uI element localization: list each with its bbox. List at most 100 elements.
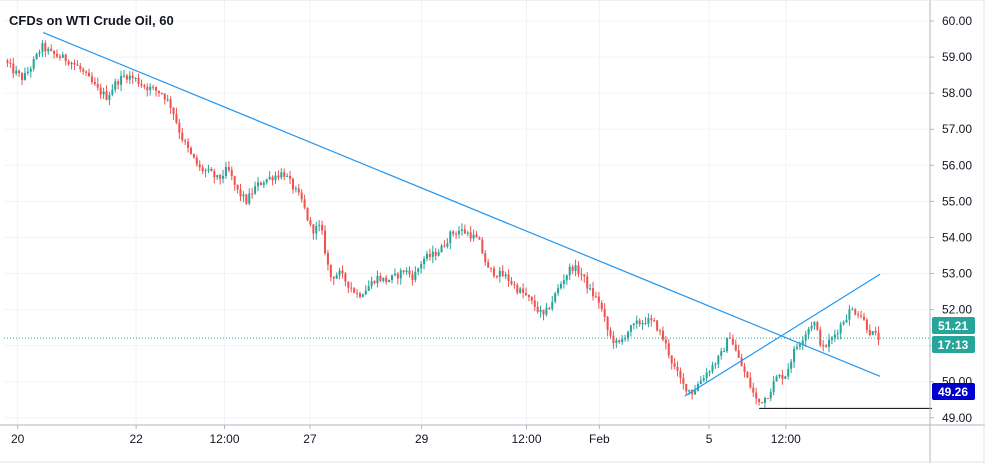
candle-body [717,355,720,365]
candle-body [256,182,260,187]
x-tick-label: Feb [589,432,610,446]
candle-body [559,283,563,289]
candle-body [169,99,172,108]
candle-body [644,322,647,324]
candle-body [160,92,163,94]
candle-body [804,334,807,341]
candle-body [291,178,294,190]
candle-body [96,84,99,88]
candle-body [431,251,434,257]
candle-body [626,331,630,339]
candle-body [376,275,379,284]
candle-body [143,85,146,88]
candle-body [615,340,618,343]
candle-body [356,292,359,294]
candle-body [286,176,289,178]
candle-body [539,309,542,312]
candle-body [61,54,64,58]
candle-body [332,277,335,279]
candle-body [294,188,297,190]
x-tick-label: 29 [415,432,429,446]
candle-body [6,60,9,63]
candle-body [793,348,796,362]
candle-body [350,287,353,289]
candle-body [29,68,32,72]
candle-body [533,300,536,307]
candle-body [676,366,679,371]
candle-body [463,229,466,234]
candle-body [175,114,178,123]
candle-body [525,292,528,296]
candle-body [877,332,880,341]
candle-body [50,48,53,51]
candle-body [726,337,729,352]
candle-body [472,234,475,239]
candle-body [650,318,653,321]
candle-body [475,234,478,238]
candle-body [364,290,367,295]
candle-body [688,389,691,392]
candle-body [807,328,810,335]
candle-body [545,307,548,315]
candle-body [265,179,268,183]
candle-body [763,397,766,403]
candle-body [801,340,804,345]
candle-body [399,270,402,279]
candle-body [227,167,230,171]
candle-body [571,266,574,271]
candle-body [230,170,233,177]
candle-body [323,230,327,254]
candle-body [128,75,131,80]
candle-body [478,237,481,240]
candle-body [108,94,111,100]
candle-body [26,71,29,74]
x-tick-label: 20 [11,432,25,446]
candle-body [606,316,609,331]
candle-body [490,267,493,269]
candle-body [487,262,490,268]
candle-body [874,330,877,333]
candle-body [839,324,842,334]
candle-body [787,368,790,377]
candle-body [53,50,56,54]
y-tick-label: 57.00 [942,122,972,136]
candle-body [55,53,59,57]
candle-body [781,374,784,379]
candle-body [586,276,589,289]
candle-body [624,338,627,340]
candle-body [504,274,507,277]
candle-body [283,172,286,177]
candle-body [85,71,88,73]
candle-body [9,62,12,64]
candle-body [155,87,158,91]
candle-body [88,72,91,77]
candle-body [102,91,105,95]
candle-body [120,75,123,85]
candle-body [367,286,370,291]
countdown-badge [932,336,975,353]
candle-body [848,309,851,320]
candle-body [842,322,845,325]
candle-body [632,323,635,326]
candle-body [99,87,102,95]
candle-body [329,264,332,278]
candle-body [469,232,472,239]
candle-body [851,309,854,311]
candle-body [618,340,621,343]
candle-body [484,253,487,263]
candle-body [775,376,778,382]
candle-body [396,273,399,279]
grid [4,0,930,425]
candle-body [758,398,761,403]
candle-body [638,320,641,325]
y-tick-label: 53.00 [942,267,972,281]
candle-body [289,176,292,179]
candle-body [452,231,455,234]
candle-body [149,86,152,91]
candle-body [798,344,801,347]
candle-body [18,70,21,74]
candle-body [635,320,638,324]
candle-body [554,293,557,302]
candle-body [224,167,227,176]
